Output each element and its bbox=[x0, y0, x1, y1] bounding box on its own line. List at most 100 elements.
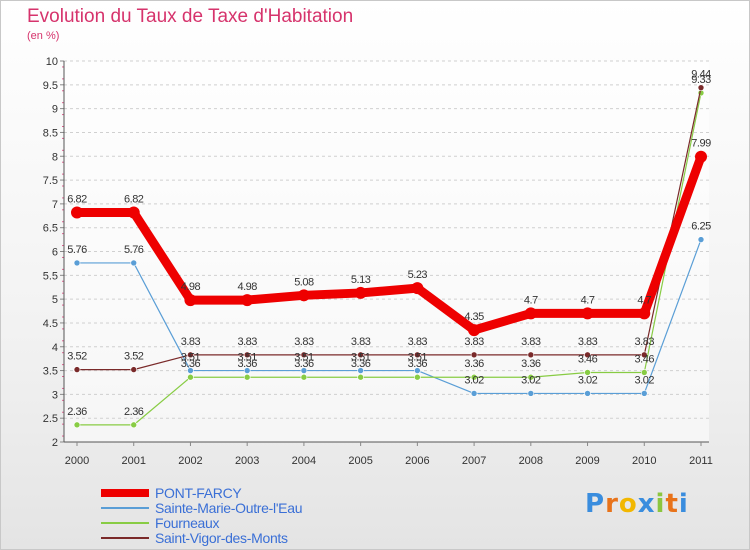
data-point bbox=[130, 366, 138, 373]
data-point bbox=[184, 294, 197, 307]
data-label: 4.7 bbox=[524, 294, 538, 306]
data-point bbox=[527, 351, 535, 359]
series-line bbox=[76, 238, 702, 395]
data-label: 3.83 bbox=[294, 336, 314, 348]
y-tick-label: 2 bbox=[52, 437, 58, 449]
data-point bbox=[243, 373, 251, 381]
data-label: 3.36 bbox=[464, 358, 484, 370]
data-label: 3.51 bbox=[351, 352, 371, 364]
y-tick-label: 8.5 bbox=[43, 127, 58, 139]
data-point bbox=[187, 351, 194, 359]
data-point bbox=[130, 259, 138, 267]
data-label: 3.52 bbox=[124, 351, 144, 363]
logo-letter: x bbox=[637, 489, 656, 519]
x-tick-label: 2003 bbox=[235, 455, 259, 467]
legend-label: Saint-Vigor-des-Monts bbox=[155, 529, 288, 546]
data-point bbox=[527, 373, 535, 381]
data-point bbox=[581, 307, 594, 320]
data-label: 3.02 bbox=[521, 374, 541, 386]
data-label: 3.02 bbox=[635, 374, 655, 386]
data-label: 4.7 bbox=[581, 294, 595, 306]
y-tick-label: 5.5 bbox=[43, 270, 58, 282]
logo-letter: P bbox=[585, 489, 606, 519]
data-point bbox=[640, 390, 648, 397]
series-line bbox=[76, 87, 702, 371]
data-point bbox=[187, 367, 194, 374]
x-tick-label: 2010 bbox=[632, 455, 656, 467]
data-point bbox=[411, 282, 424, 295]
data-point bbox=[357, 373, 364, 381]
logo-letter: o bbox=[618, 489, 638, 519]
data-label: 5.76 bbox=[67, 244, 87, 256]
data-label: 5.23 bbox=[408, 269, 428, 281]
logo-letter: i bbox=[655, 489, 666, 519]
data-label: 3.83 bbox=[635, 336, 655, 348]
legend-item: Saint-Vigor-des-Monts bbox=[101, 529, 302, 546]
x-tick-label: 2006 bbox=[405, 455, 429, 467]
data-label: 3.83 bbox=[181, 336, 201, 348]
data-point bbox=[414, 351, 421, 359]
data-point bbox=[354, 286, 367, 299]
data-label: 9.44 bbox=[691, 69, 711, 81]
x-tick-label: 2002 bbox=[178, 455, 202, 467]
data-label: 7.99 bbox=[691, 138, 711, 150]
data-point bbox=[584, 369, 591, 376]
data-point bbox=[241, 294, 254, 307]
data-point bbox=[357, 351, 364, 359]
data-label: 3.83 bbox=[521, 336, 541, 348]
data-label: 3.36 bbox=[408, 358, 428, 370]
data-point bbox=[527, 390, 535, 397]
series-layer bbox=[71, 84, 707, 429]
legend-swatch bbox=[101, 506, 149, 509]
data-point bbox=[73, 366, 81, 373]
y-tick-label: 3 bbox=[52, 389, 58, 401]
data-point bbox=[695, 150, 707, 163]
data-point bbox=[470, 351, 478, 359]
data-label-layer: 6.82 6.82 4.98 4.98 5.08 5.13 5.23 4.35 4.7 4.7 4.… bbox=[67, 69, 711, 418]
axis-layer: 2 2.5 3 3.5 4 4.5 5 5.5 6 6.5 7 7.5 8 8.5 9 9.5 10 2000 20… bbox=[43, 56, 713, 467]
chart-title: Evolution du Taux de Taxe d'Habitation bbox=[27, 6, 354, 27]
data-label: 5.13 bbox=[351, 274, 371, 286]
legend-label: Fourneaux bbox=[155, 514, 220, 531]
data-point bbox=[697, 236, 705, 243]
chart-subtitle: (en %) bbox=[27, 30, 60, 42]
grid-layer bbox=[64, 60, 709, 443]
data-label: 3.83 bbox=[237, 336, 257, 348]
data-label: 3.36 bbox=[181, 358, 201, 370]
data-label: 3.36 bbox=[237, 358, 257, 370]
data-point bbox=[468, 324, 481, 337]
logo-letter: r bbox=[605, 489, 619, 519]
data-label: 3.46 bbox=[578, 353, 598, 365]
data-label: 3.51 bbox=[408, 352, 428, 364]
y-tick-label: 5 bbox=[52, 294, 58, 306]
legend-label: PONT-FARCY bbox=[155, 484, 242, 501]
data-point bbox=[300, 367, 308, 374]
data-label: 3.02 bbox=[578, 374, 598, 386]
x-tick-label: 2009 bbox=[575, 455, 599, 467]
y-tick-label: 7 bbox=[52, 199, 58, 211]
data-point bbox=[470, 390, 478, 397]
series-line bbox=[72, 152, 706, 335]
data-point bbox=[73, 421, 81, 429]
data-label: 3.36 bbox=[351, 358, 371, 370]
data-label: 3.52 bbox=[67, 351, 87, 363]
legend-item: Sainte-Marie-Outre-l'Eau bbox=[101, 500, 303, 516]
data-label: 6.82 bbox=[67, 193, 87, 205]
data-label: 4.7 bbox=[637, 294, 651, 306]
x-tick-label: 2000 bbox=[65, 455, 89, 467]
data-point bbox=[297, 289, 310, 302]
data-point bbox=[584, 351, 591, 359]
data-label: 5.08 bbox=[294, 276, 314, 288]
data-point bbox=[71, 206, 83, 219]
series-fourneaux bbox=[73, 89, 705, 429]
y-tick-label: 10 bbox=[46, 56, 58, 68]
data-label: 3.51 bbox=[237, 352, 257, 364]
y-tick-label: 6 bbox=[52, 247, 58, 259]
data-point bbox=[638, 307, 651, 320]
data-label: 6.25 bbox=[691, 221, 711, 233]
y-tick-label: 4 bbox=[52, 342, 58, 354]
data-point bbox=[130, 421, 138, 429]
data-label: 5.76 bbox=[124, 244, 144, 256]
logo-letter: i bbox=[678, 489, 689, 519]
